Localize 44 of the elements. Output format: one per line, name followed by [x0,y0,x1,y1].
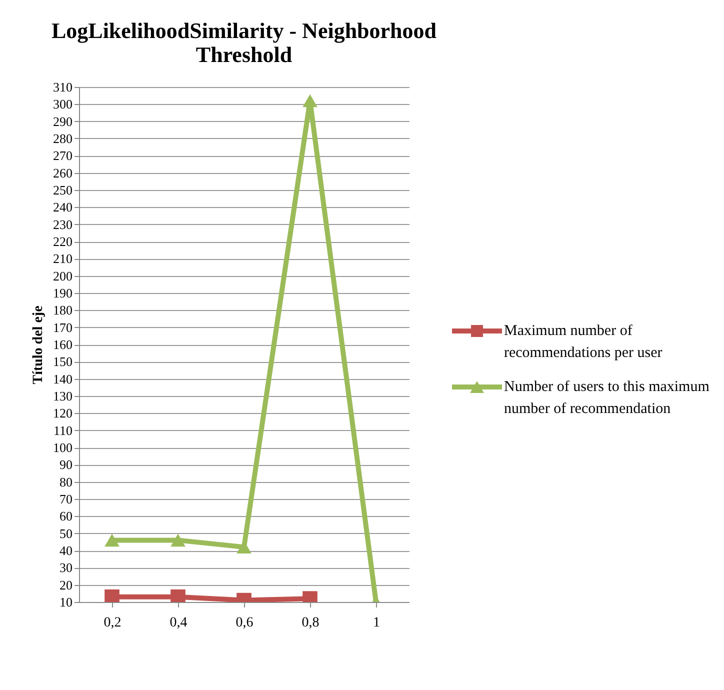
y-tick-label: 290 [53,114,72,129]
legend-label: Maximum number of recommendations per user [504,322,664,363]
x-tick-label: 0,4 [170,616,188,630]
y-tick-label: 160 [53,337,72,352]
legend-label: Number of users to this maximum number of recommendation [504,378,710,419]
y-tick-label: 190 [53,286,72,300]
point [170,534,186,547]
point [104,534,120,547]
y-tick-label: 300 [53,96,72,112]
y-axis-title: Título del eje [31,306,46,384]
y-tick-label: 50 [60,526,72,541]
text: Threshold [196,42,292,67]
y-tick-label: 280 [53,131,72,146]
y-tick-label: 170 [53,320,72,335]
x-tick-label: 0,2 [104,616,122,630]
y-tick-label: 30 [60,560,72,576]
y-tick-label: 10 [60,594,72,610]
y-tick-label: 200 [53,268,72,284]
y-tick-label: 180 [53,302,72,318]
x-tick-label: 0,6 [236,616,254,630]
y-tick-label: 140 [53,371,72,386]
text: LogLikelihoodSimilarity - Neighborhood [51,18,437,43]
y-tick-label: 60 [60,508,72,524]
point [302,94,318,108]
y-tick-label: 220 [53,234,72,249]
y-tick-label: 230 [53,216,72,232]
x-tick-label: 1 [373,616,380,630]
y-tick-label: 120 [53,406,72,421]
y-tick-label: 210 [53,251,72,266]
y-tick-label: 90 [60,457,72,472]
y-tick-label: 100 [53,440,72,455]
y-tick-label: 250 [53,182,72,198]
y-tick-label: 110 [53,422,72,438]
x-tick-label: 0,8 [302,616,320,630]
y-tick-label: 240 [53,200,72,215]
y-tick-label: 20 [60,577,72,592]
y-tick-label: 310 [53,80,72,94]
y-tick-label: 40 [60,543,72,558]
y-tick-label: 70 [60,492,72,506]
y-tick-label: 260 [53,165,72,180]
y-tick-label: 150 [53,354,72,370]
y-tick-label: 130 [53,388,72,404]
y-tick-label: 80 [60,474,72,490]
y-tick-label: 270 [53,148,72,164]
